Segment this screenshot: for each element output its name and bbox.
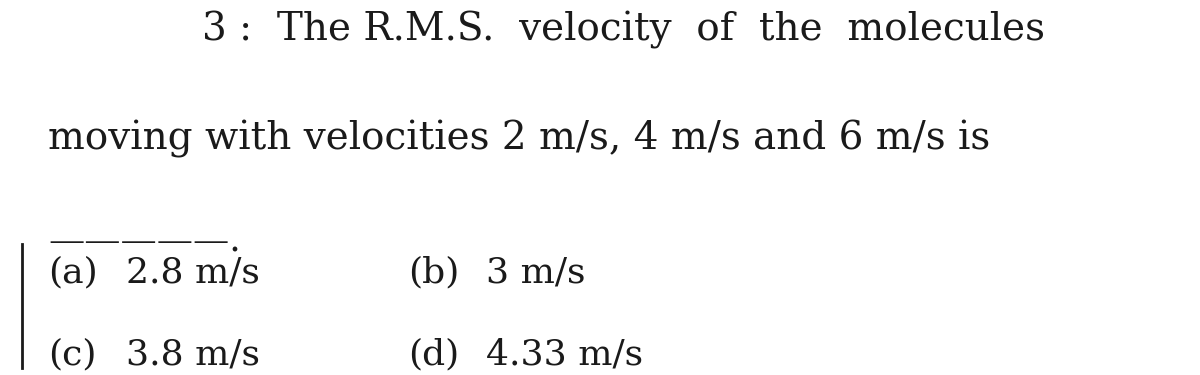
Text: (a): (a) bbox=[48, 255, 97, 289]
Text: 3.8 m/s: 3.8 m/s bbox=[126, 338, 260, 372]
Text: moving with velocities 2 m/s, 4 m/s and 6 m/s is: moving with velocities 2 m/s, 4 m/s and … bbox=[48, 120, 990, 158]
Text: (d): (d) bbox=[408, 338, 460, 372]
Text: 2.8 m/s: 2.8 m/s bbox=[126, 255, 260, 289]
Text: 4.33 m/s: 4.33 m/s bbox=[486, 338, 643, 372]
Text: 3 m/s: 3 m/s bbox=[486, 255, 586, 289]
Text: —————.: —————. bbox=[48, 225, 241, 259]
Text: 3 :  The R.M.S.  velocity  of  the  molecules: 3 : The R.M.S. velocity of the molecules bbox=[203, 11, 1045, 49]
Text: (b): (b) bbox=[408, 255, 460, 289]
Text: (c): (c) bbox=[48, 338, 96, 372]
